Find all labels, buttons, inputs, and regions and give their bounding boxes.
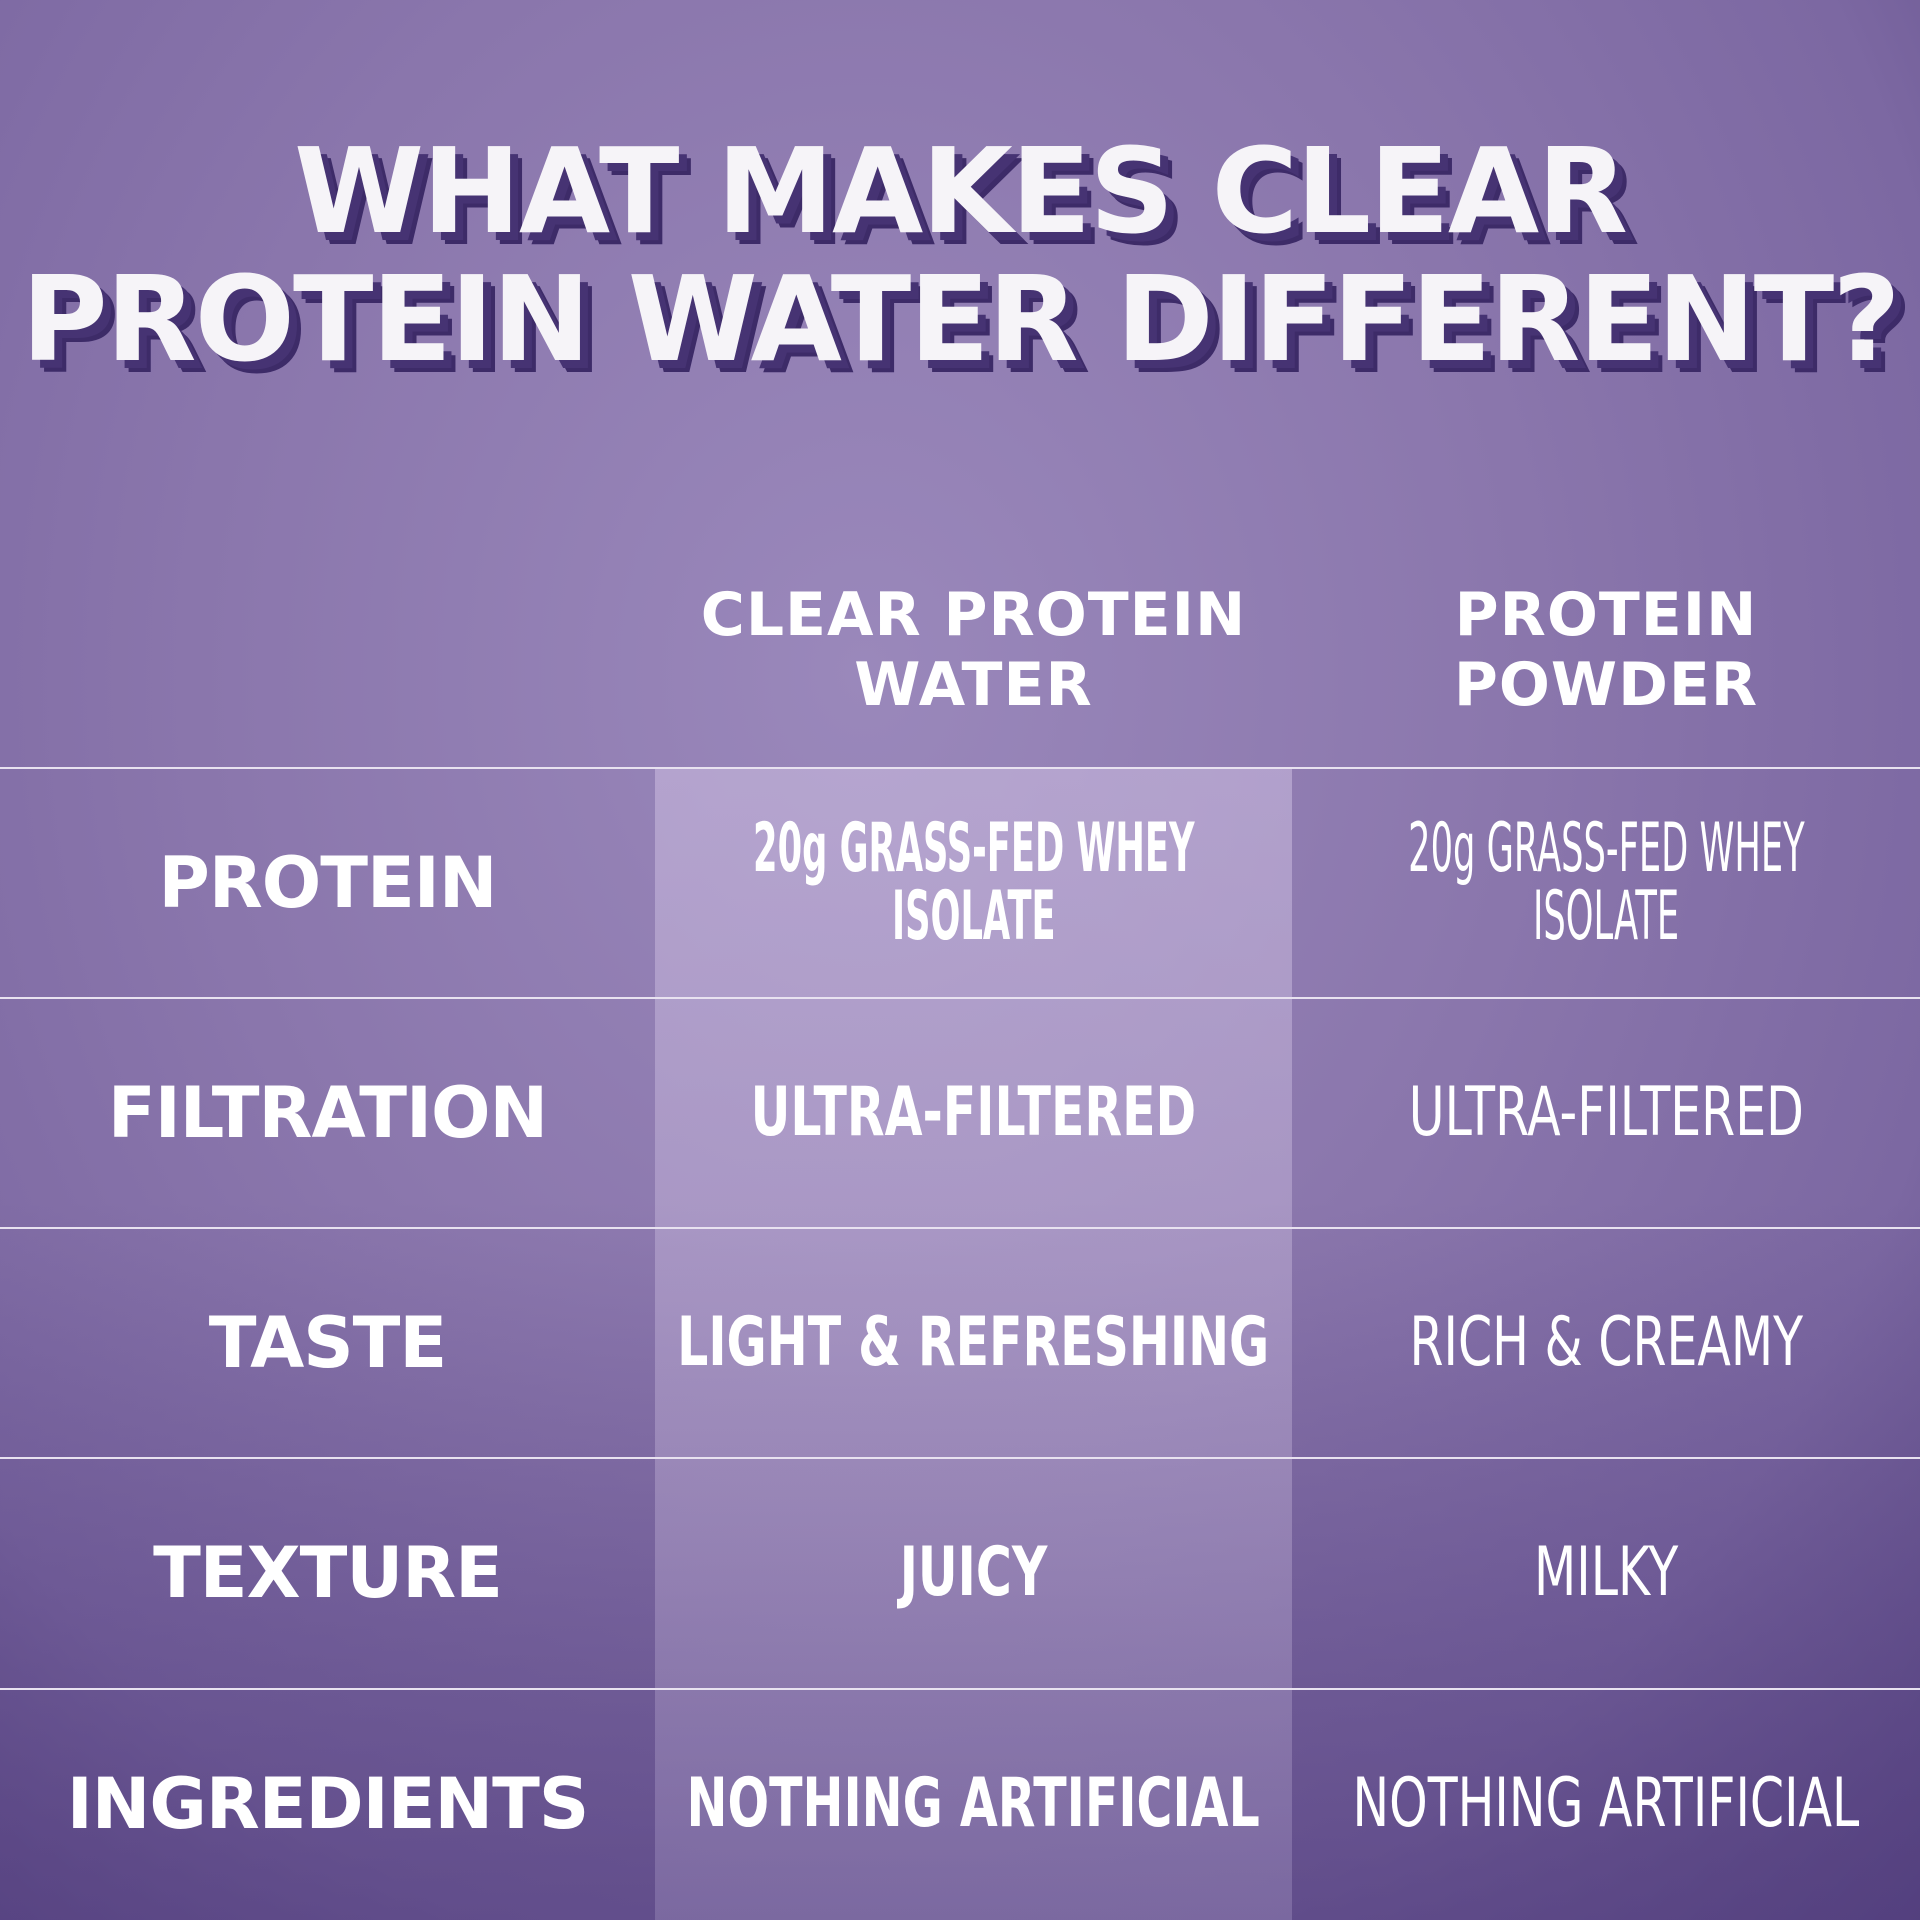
- header-line: PROTEIN: [1454, 580, 1758, 650]
- row-label-ingredients: INGREDIENTS: [66, 1763, 590, 1845]
- title-line-1: WHAT MAKES CLEAR: [293, 122, 1628, 260]
- divider: [0, 767, 1920, 769]
- powder-filtration-value: ULTRA-FILTERED: [1408, 1073, 1804, 1152]
- value-line: 20g GRASS-FED WHEY: [1407, 809, 1805, 888]
- clear-ingredients-value: NOTHING ARTIFICIAL: [686, 1764, 1261, 1843]
- row-label-protein: PROTEIN: [158, 842, 498, 924]
- column-header-protein-powder: PROTEIN POWDER: [1292, 580, 1920, 720]
- row-label-texture: TEXTURE: [153, 1532, 503, 1614]
- header-line: POWDER: [1453, 650, 1759, 720]
- value-line: ISOLATE: [891, 877, 1056, 956]
- row-label-taste: TASTE: [208, 1302, 447, 1384]
- value-line: 20g GRASS-FED WHEY: [752, 809, 1195, 888]
- value-line: ISOLATE: [1532, 877, 1680, 956]
- header-line: WATER: [854, 650, 1093, 720]
- powder-taste-value: RICH & CREAMY: [1409, 1303, 1803, 1382]
- clear-filtration-value: ULTRA-FILTERED: [750, 1073, 1197, 1152]
- divider: [0, 1227, 1920, 1229]
- row-label-filtration: FILTRATION: [107, 1072, 548, 1154]
- title-line-2: PROTEIN WATER DIFFERENT?: [21, 250, 1900, 388]
- header-line: CLEAR PROTEIN: [700, 580, 1247, 650]
- clear-texture-value: JUICY: [899, 1533, 1048, 1612]
- divider: [0, 997, 1920, 999]
- clear-protein-value: 20g GRASS-FED WHEY ISOLATE: [655, 768, 1292, 998]
- highlight-column: [655, 768, 1292, 1920]
- divider: [0, 1688, 1920, 1690]
- column-header-clear-protein-water: CLEAR PROTEIN WATER: [655, 580, 1292, 720]
- clear-taste-value: LIGHT & REFRESHING: [677, 1303, 1270, 1382]
- powder-texture-value: MILKY: [1533, 1533, 1679, 1612]
- powder-protein-value: 20g GRASS-FED WHEY ISOLATE: [1292, 768, 1920, 998]
- powder-ingredients-value: NOTHING ARTIFICIAL: [1352, 1764, 1860, 1843]
- divider: [0, 1457, 1920, 1459]
